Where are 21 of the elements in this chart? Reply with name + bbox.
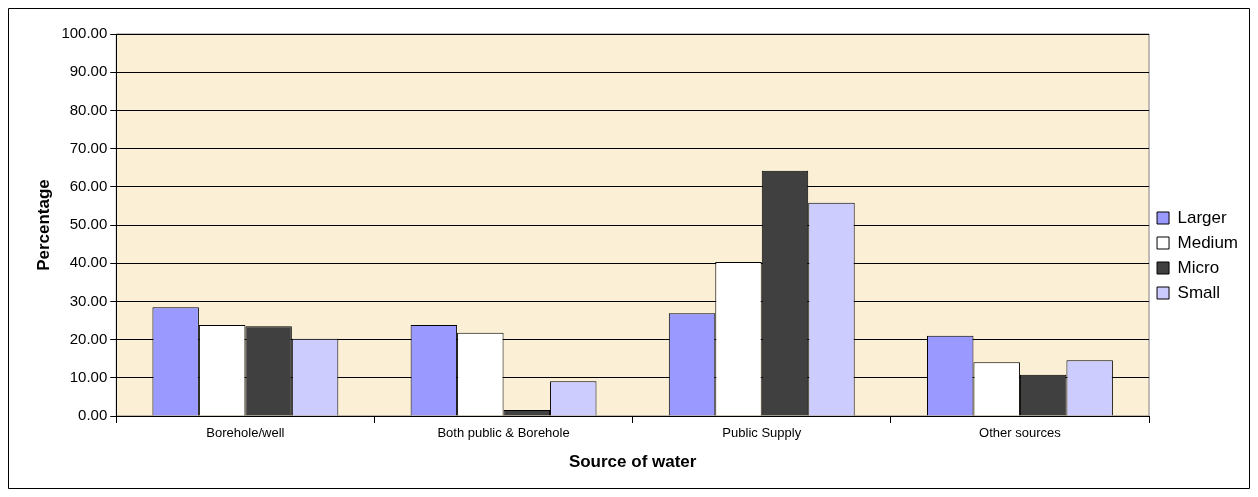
y-tick-label: 50.00 (69, 215, 108, 233)
y-tick-label: 0.00 (78, 406, 108, 424)
y-tick-label: 20.00 (69, 329, 108, 347)
legend-label: Small (1177, 282, 1221, 302)
legend-label: Medium (1177, 232, 1239, 252)
y-tick-label: 90.00 (69, 62, 108, 80)
y-axis-title: Percentage (33, 179, 53, 271)
x-tick-label: Public Supply (722, 425, 802, 441)
x-tick-label: Other sources (979, 425, 1062, 441)
x-tick-label: Both public & Borehole (437, 425, 570, 441)
y-tick-label: 10.00 (69, 367, 108, 385)
y-tick-label: 40.00 (69, 253, 108, 271)
legend-label: Larger (1177, 207, 1228, 227)
y-tick-label: 60.00 (69, 176, 108, 194)
x-tick-label: Borehole/well (206, 425, 285, 441)
y-tick-label: 30.00 (69, 291, 108, 309)
legend-label: Micro (1177, 257, 1220, 277)
y-tick-label: 100.00 (61, 24, 108, 42)
y-tick-label: 80.00 (69, 100, 108, 118)
y-tick-label: 70.00 (69, 138, 108, 156)
x-axis-title: Source of water (568, 452, 697, 472)
